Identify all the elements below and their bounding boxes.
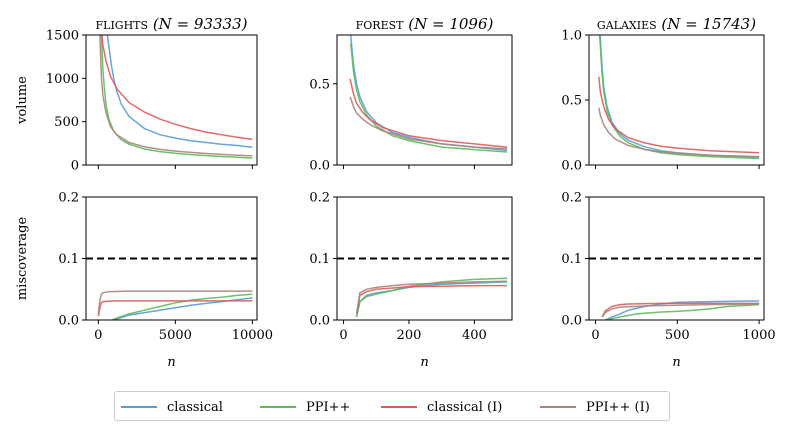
legend: classical PPI++ classical (I) PPI++ (I) [114,391,670,421]
y-tick-label: 0.2 [58,191,79,206]
series-line-ppii [355,280,508,315]
y-tick-label: 0.0 [561,159,582,174]
legend-swatch-ppi-i [540,406,576,408]
panel-title-size: (N = 1096) [408,15,493,33]
y-tick-label: 0.5 [561,94,582,109]
series-line-ppii [601,303,760,318]
x-tick-label: 0 [339,328,347,343]
x-axis-label: n [420,355,428,370]
y-tick-label: 500 [54,115,79,130]
series-line-ppii [349,96,508,150]
x-tick-label: 5000 [159,328,192,343]
legend-swatch-ppi [260,406,296,408]
y-tick-label: 0.2 [561,191,582,206]
y-tick-label: 0.0 [561,314,582,329]
chart-svg: flights (N = 93333) 0 500 1000 1500 volume 0.0… [15,15,776,370]
x-axis-label: n [672,355,680,370]
y-tick-label: 0.1 [58,252,79,267]
y-tick-label: 0.1 [561,252,582,267]
series-line-ppii [97,290,253,314]
series-line-classicali [355,284,508,315]
y-tick-label: 0.5 [309,77,330,92]
panel-title-flights: flights (N = 93333) [96,15,248,33]
series-line-ppi [355,277,508,318]
axes-frame [336,34,513,166]
y-tick-label: 0.1 [309,252,330,267]
x-tick-label: 0 [591,328,599,343]
series-line-classicali [349,78,508,148]
series-line-classicali [97,300,253,317]
y-tick-label: 0.0 [309,159,330,174]
y-tick-label: 0.2 [309,191,330,206]
series-line-ppii [598,107,760,158]
panel-title-size: (N = 15743) [661,15,756,33]
series-line-ppi [605,303,760,320]
panel-title-name: forest [356,15,409,33]
series-line-classical [106,35,253,148]
x-tick-label: 10000 [232,328,273,343]
y-tick-label: 1.0 [561,29,582,44]
legend-label-classical-i: classical (I) [427,399,503,415]
x-tick-label: 400 [462,328,487,343]
legend-label-ppi: PPI++ [306,399,351,415]
x-axis-label: n [167,355,175,370]
series-line-classicali [598,76,760,154]
axes-frame [588,34,765,166]
series-line-ppi [100,35,253,159]
panel-title-size: (N = 93333) [153,15,248,33]
panel-title-galaxies: galaxies (N = 15743) [597,15,756,33]
series-line-ppi [349,43,508,153]
series-line-classicali [601,302,760,318]
panel-title-forest: forest (N = 1096) [356,15,494,33]
y-axis-label-volume: volume [15,76,30,125]
x-tick-label: 500 [665,328,690,343]
legend-swatch-classical [121,406,157,408]
x-tick-label: 200 [397,328,422,343]
legend-item-classical-i: classical (I) [381,397,502,417]
x-tick-label: 0 [94,328,102,343]
y-tick-label: 0 [71,159,79,174]
legend-label-classical: classical [167,399,223,415]
y-tick-label: 0.0 [58,314,79,329]
y-tick-label: 0.0 [309,314,330,329]
legend-swatch-classical-i [381,406,417,408]
series-line-ppii [99,35,253,157]
panel-title-name: galaxies [597,15,662,33]
series-line-ppi [111,293,253,320]
y-axis-label-miscoverage: miscoverage [15,217,30,301]
series-line-classical [349,35,508,152]
legend-label-ppi-i: PPI++ (I) [586,399,650,415]
legend-item-ppi: PPI++ [260,397,350,417]
axes-frame [85,34,258,166]
panel-title-name: flights [96,15,153,33]
legend-item-classical: classical [121,397,223,417]
legend-item-ppi-i: PPI++ (I) [540,397,650,417]
series-line-ppi [598,35,760,160]
x-tick-label: 1000 [743,328,776,343]
y-tick-label: 1500 [46,29,79,44]
y-tick-label: 1000 [46,72,79,87]
series-line-classicali [101,35,253,141]
